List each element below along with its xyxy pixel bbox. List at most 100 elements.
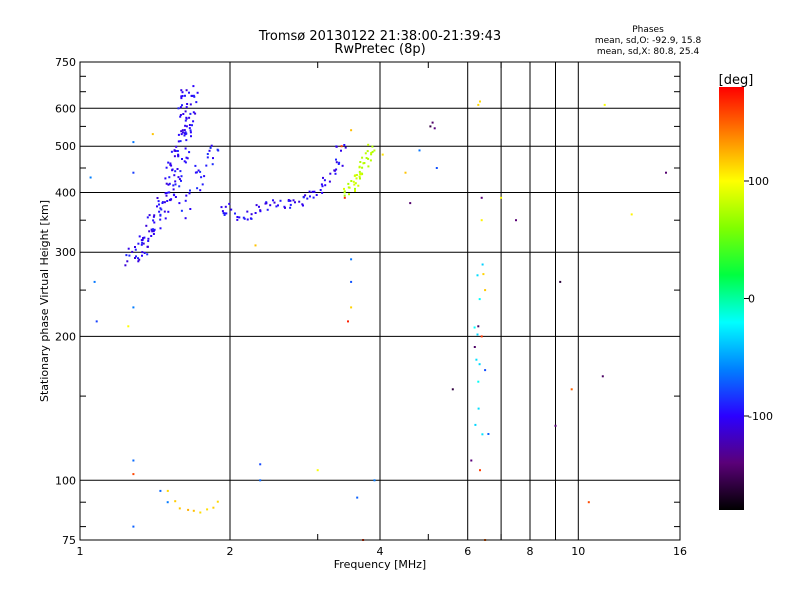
data-point: [163, 201, 166, 204]
data-point: [266, 208, 269, 211]
data-point: [321, 185, 324, 188]
data-point: [168, 176, 171, 179]
y-tick-label: 200: [55, 330, 76, 343]
data-point: [150, 235, 153, 237]
data-point: [143, 236, 146, 239]
data-point: [361, 166, 364, 169]
data-point: [312, 196, 315, 199]
data-point: [185, 194, 188, 197]
data-point: [179, 114, 182, 116]
data-point: [230, 208, 233, 211]
data-point: [188, 151, 191, 154]
data-point: [344, 146, 347, 149]
data-point: [181, 131, 184, 134]
data-point: [195, 171, 198, 174]
data-point: [324, 184, 327, 187]
data-point: [451, 388, 454, 391]
data-point: [347, 186, 350, 189]
data-point: [429, 125, 432, 128]
data-point: [371, 145, 374, 148]
data-point: [665, 171, 667, 174]
data-points: [89, 85, 667, 541]
data-point: [132, 473, 135, 476]
data-point: [166, 200, 169, 202]
data-point: [184, 161, 187, 164]
data-point: [179, 115, 182, 118]
data-point: [158, 210, 161, 213]
data-point: [177, 154, 180, 157]
data-point: [184, 199, 187, 202]
gridlines: [80, 62, 680, 540]
data-point: [174, 150, 177, 152]
data-point: [243, 217, 246, 220]
data-point: [234, 212, 236, 215]
data-point: [335, 145, 338, 148]
data-point: [477, 407, 480, 410]
data-point: [93, 280, 96, 283]
data-point: [180, 175, 183, 178]
data-point: [171, 168, 174, 171]
y-tick-label: 600: [55, 102, 76, 115]
y-tick-labels: 75 100 200 300 400 500 600 750: [55, 56, 76, 547]
data-point: [135, 255, 137, 258]
x-tick-label: 6: [464, 545, 471, 558]
data-point: [289, 206, 292, 209]
data-point: [554, 424, 557, 427]
data-point: [343, 190, 346, 193]
data-point: [242, 216, 245, 219]
data-point: [477, 380, 480, 383]
data-point: [350, 280, 353, 283]
data-point: [341, 164, 344, 167]
data-point: [289, 199, 292, 202]
data-point: [185, 156, 188, 159]
data-point: [189, 112, 192, 115]
colorbar-tick-label: 100: [748, 175, 769, 188]
data-point: [140, 243, 143, 246]
data-point: [181, 104, 183, 107]
data-point: [361, 156, 364, 159]
data-point: [200, 176, 203, 179]
data-point: [254, 244, 257, 247]
data-point: [191, 94, 194, 97]
data-point: [138, 235, 141, 238]
data-point: [208, 149, 211, 152]
x-axis-label: Frequency [MHz]: [334, 558, 426, 571]
data-point: [134, 246, 136, 248]
data-point: [367, 165, 370, 168]
data-point: [335, 168, 338, 171]
data-point: [176, 150, 179, 152]
colorbar-tick-label: 0: [748, 293, 755, 306]
data-point: [128, 254, 131, 257]
data-point: [153, 221, 156, 224]
data-point: [195, 101, 198, 104]
data-point: [184, 217, 187, 220]
data-point: [477, 325, 480, 328]
data-point: [258, 205, 260, 208]
data-point: [320, 183, 323, 186]
data-point: [340, 145, 343, 148]
colorbar-label: [deg]: [719, 73, 754, 88]
data-point: [165, 194, 168, 197]
data-point: [170, 150, 173, 153]
data-point: [170, 164, 173, 167]
data-point: [188, 192, 191, 195]
data-point: [141, 251, 144, 254]
data-point: [587, 501, 590, 504]
data-point: [156, 205, 158, 208]
chart-title: Tromsø 20130122 21:38:00-21:39:43: [258, 29, 501, 44]
stats-heading: Phases: [632, 25, 664, 35]
data-point: [343, 196, 346, 199]
data-point: [210, 144, 213, 147]
data-point: [185, 117, 188, 120]
data-point: [309, 195, 311, 198]
data-point: [146, 216, 149, 219]
data-point: [181, 91, 184, 94]
data-point: [481, 433, 484, 436]
x-tick-label: 1: [77, 545, 84, 558]
data-point: [298, 200, 301, 203]
data-point: [157, 200, 160, 203]
data-point: [350, 180, 353, 182]
data-point: [160, 208, 163, 211]
data-point: [192, 120, 195, 123]
x-tick-label: 2: [227, 545, 234, 558]
